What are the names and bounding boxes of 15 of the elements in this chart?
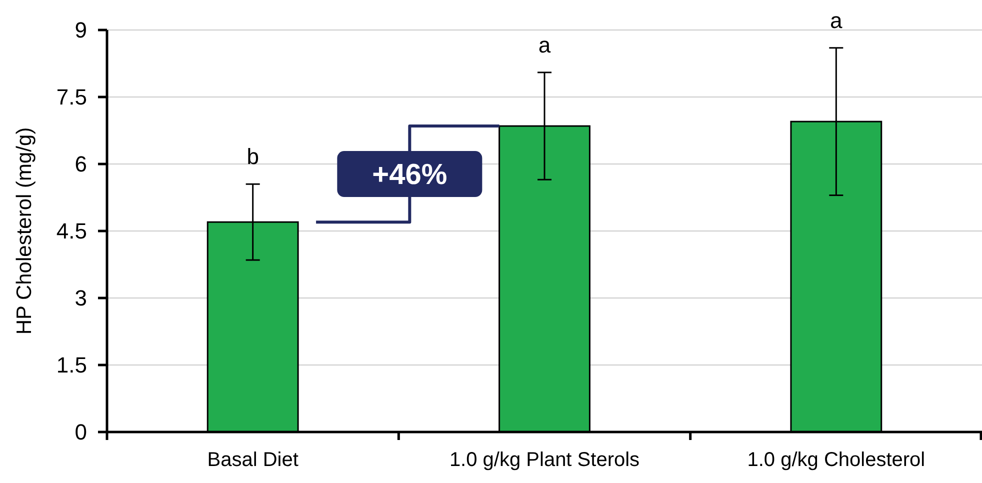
x-tick-label: 1.0 g/kg Plant Sterols: [449, 449, 640, 471]
x-tick-label: Basal Diet: [207, 449, 299, 471]
y-tick-label: 1.5: [56, 352, 87, 378]
y-tick-label: 4.5: [56, 218, 87, 244]
y-tick-label: 3: [74, 286, 87, 311]
y-tick-label: 7.5: [56, 84, 87, 110]
x-tick-label: 1.0 g/kg Cholesterol: [747, 449, 926, 471]
y-tick-label: 6: [74, 152, 87, 177]
annotation: +46%: [372, 159, 448, 192]
annotation: a: [830, 8, 844, 33]
y-tick-label: 9: [74, 18, 87, 43]
annotation: b: [246, 144, 259, 170]
y-tick-label: 0: [74, 420, 87, 445]
annotation: a: [538, 32, 552, 58]
y-axis-title: HP Cholesterol (mg/g): [13, 127, 36, 335]
